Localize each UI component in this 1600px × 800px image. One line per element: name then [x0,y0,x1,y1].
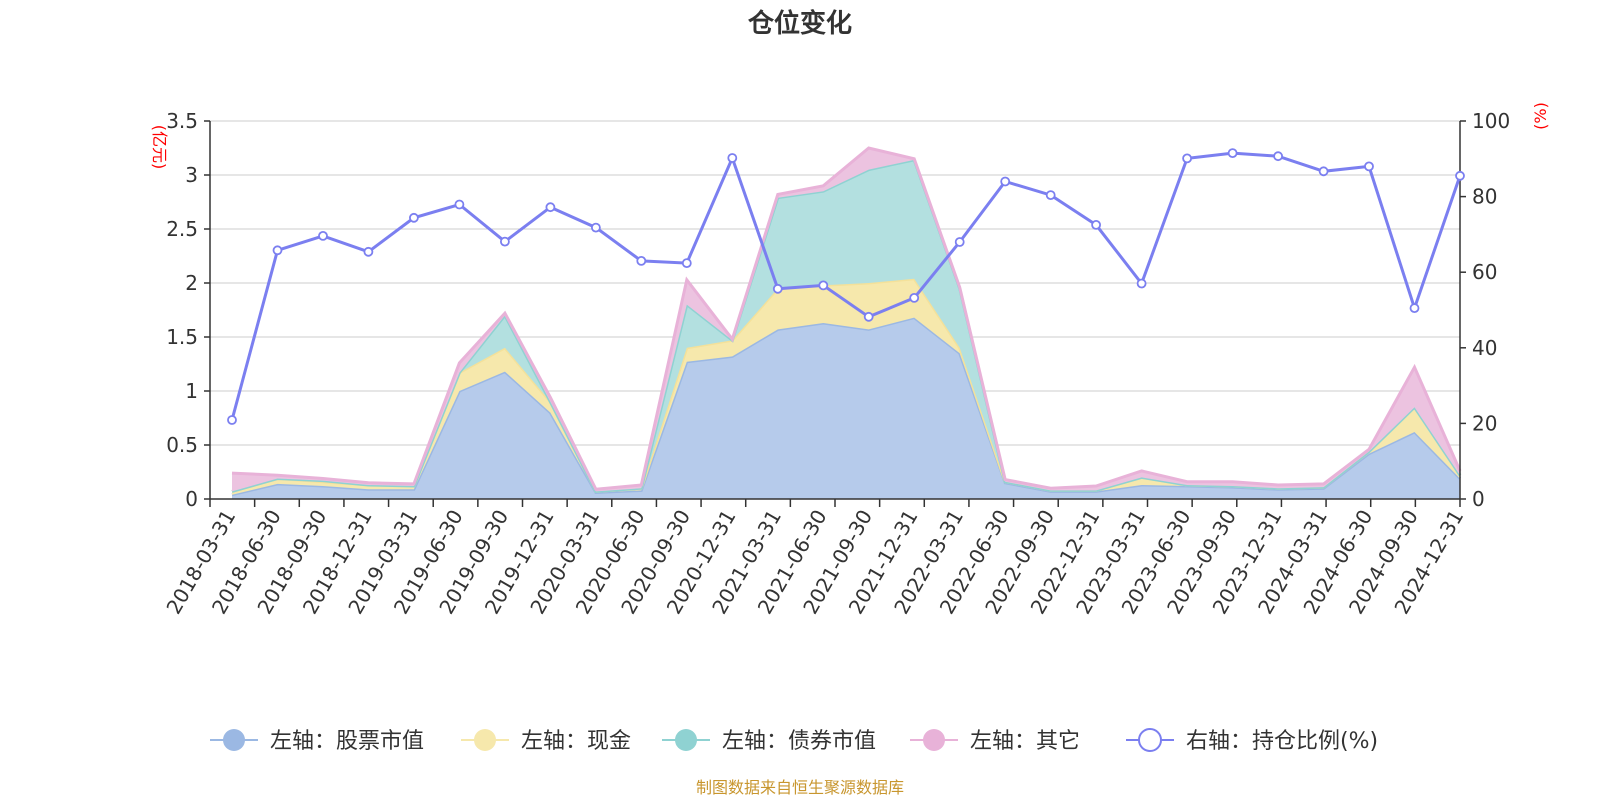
area-edge-series-3 [231,146,1462,491]
stacked-areas [231,146,1462,499]
ratio-point [1000,176,1011,187]
ratio-point [545,202,556,213]
legend-label: 左轴：其它 [970,729,1080,754]
legend-label: 右轴：持仓比例(%) [1186,729,1378,754]
right-tick-label: 0 [1472,487,1485,511]
ratio-point [954,237,965,247]
left-tick-label: 1 [185,379,198,403]
legend: 左轴：股票市值 左轴：现金 左轴：债券市值 左轴：其它 右轴：持仓比例(%) [210,728,1378,754]
left-axis-unit: (亿元) [150,125,169,170]
ratio-point [636,255,647,266]
ratio-point [909,292,920,303]
left-tick-label: 0.5 [166,433,198,457]
ratio-point [1136,278,1147,289]
ratio-point [318,230,328,241]
legend-marker-circle [223,729,245,751]
legend-label: 左轴：现金 [521,729,631,754]
legend-label: 左轴：债券市值 [722,729,876,754]
ratio-point [227,415,237,425]
legend-marker-circle [474,729,496,751]
data-source-note: 制图数据来自恒生聚源数据库 [696,778,904,797]
legend-item: 右轴：持仓比例(%) [1126,728,1378,754]
right-tick-label: 60 [1472,260,1497,284]
ratio-point [1273,151,1283,162]
chart-title: 仓位变化 [747,8,852,39]
ratio-point [818,280,829,291]
legend-label: 左轴：股票市值 [270,729,424,754]
ratio-point [272,245,283,256]
ratio-point [591,222,601,233]
ratio-point [727,153,738,163]
ratio-point [1455,170,1465,181]
ratio-point [363,246,374,257]
right-axis-unit: (%) [1531,102,1550,130]
legend-item: 左轴：债券市值 [662,729,876,754]
left-tick-label: 2.5 [166,217,198,241]
left-tick-label: 3.5 [166,109,198,133]
left-tick-label: 2 [185,271,198,295]
legend-marker-circle [1138,728,1162,752]
ratio-point [1409,303,1420,314]
right-tick-label: 40 [1472,336,1497,360]
legend-marker-circle [923,729,945,751]
right-tick-label: 80 [1472,185,1497,209]
legend-marker-circle [675,729,697,751]
ratio-point [1091,219,1101,230]
left-tick-label: 3 [185,163,198,187]
ratio-point [772,283,783,294]
ratio-point [1318,166,1329,177]
legend-item: 左轴：现金 [461,729,631,754]
ratio-point [1227,148,1238,159]
area-series-1 [232,278,1460,495]
ratio-point [408,212,419,223]
ratio-point [681,258,692,269]
ratio-point [499,236,510,247]
ratio-point [1182,153,1192,164]
ratio-point [1045,190,1056,201]
ratio-point [863,311,874,322]
area-series-0 [232,317,1460,499]
ratio-line-path [230,151,1462,421]
area-series-2 [232,159,1460,492]
holding-ratio-line [227,148,1465,425]
right-tick-label: 20 [1472,411,1497,435]
right-tick-label: 100 [1472,109,1510,133]
legend-item: 左轴：股票市值 [210,729,424,754]
left-tick-label: 1.5 [166,325,198,349]
legend-item: 左轴：其它 [910,729,1080,754]
ratio-point [1364,161,1374,172]
left-tick-label: 0 [185,487,198,511]
ratio-point [454,199,465,210]
